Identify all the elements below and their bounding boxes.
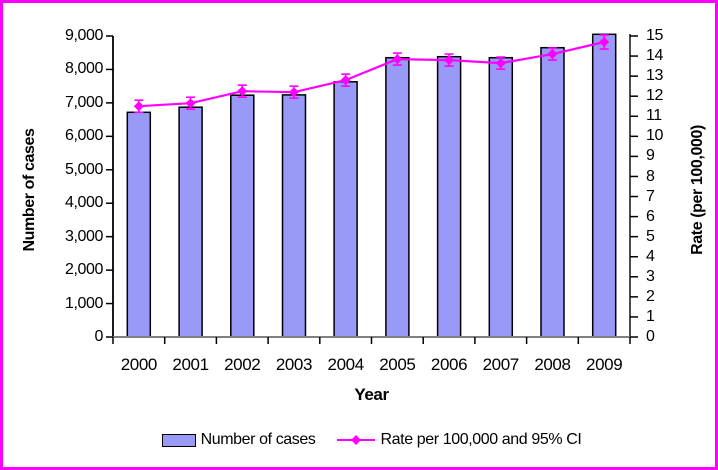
ytick-left-5000: 5,000 bbox=[64, 160, 103, 178]
rate-marker-2004 bbox=[340, 75, 351, 86]
left-axis-title: Number of cases bbox=[21, 128, 38, 252]
ytick-right-9: 9 bbox=[646, 147, 655, 165]
legend-label-cases: Number of cases bbox=[200, 431, 316, 448]
right-axis-title: Rate (per 100,000) bbox=[689, 125, 706, 255]
rate-marker-2003 bbox=[288, 87, 299, 98]
xtick-2003: 2003 bbox=[275, 355, 313, 374]
ytick-right-8: 8 bbox=[646, 167, 655, 185]
rate-marker-2008 bbox=[547, 49, 558, 60]
legend-item-rate: Rate per 100,000 and 95% CI bbox=[336, 431, 582, 449]
ytick-left-8000: 8,000 bbox=[64, 60, 103, 78]
ytick-left-7000: 7,000 bbox=[64, 93, 103, 111]
ytick-right-13: 13 bbox=[646, 67, 663, 85]
ytick-right-12: 12 bbox=[646, 87, 663, 105]
legend-item-number-of-cases: Number of cases bbox=[161, 431, 316, 449]
ytick-left-9000: 9,000 bbox=[64, 27, 103, 44]
ytick-left-6000: 6,000 bbox=[64, 127, 103, 145]
rate-marker-2006 bbox=[444, 55, 455, 66]
xtick-2007: 2007 bbox=[482, 355, 520, 374]
rate-marker-2001 bbox=[185, 98, 196, 109]
ytick-right-1: 1 bbox=[646, 307, 655, 325]
ytick-right-14: 14 bbox=[646, 47, 663, 65]
ytick-right-7: 7 bbox=[646, 187, 655, 205]
legend: Number of cases Rate per 100,000 and 95%… bbox=[113, 431, 630, 449]
rate-marker-2009 bbox=[599, 37, 610, 48]
ytick-right-2: 2 bbox=[646, 287, 655, 305]
rate-marker-2002 bbox=[237, 86, 248, 97]
xtick-2008: 2008 bbox=[534, 355, 571, 374]
rate-line bbox=[138, 40, 605, 108]
ytick-left-1000: 1,000 bbox=[64, 294, 103, 312]
x-axis-title: Year bbox=[354, 385, 389, 404]
plot-area bbox=[3, 3, 715, 467]
ytick-right-10: 10 bbox=[646, 127, 663, 145]
ytick-right-6: 6 bbox=[646, 207, 655, 225]
xtick-2000: 2000 bbox=[120, 355, 158, 374]
xtick-2009: 2009 bbox=[586, 355, 623, 374]
ytick-right-3: 3 bbox=[646, 267, 655, 285]
legend-label-rate: Rate per 100,000 and 95% CI bbox=[380, 431, 582, 448]
ytick-right-11: 11 bbox=[646, 107, 662, 125]
axis-tick-labels: 0 1,000 2,000 3,000 4,000 5,000 6,000 7,000 8,00… bbox=[3, 3, 715, 467]
rate-marker-2005 bbox=[392, 54, 403, 65]
xtick-2001: 2001 bbox=[172, 355, 209, 374]
bar-swatch-icon bbox=[161, 433, 196, 447]
ytick-left-0: 0 bbox=[94, 328, 104, 345]
xtick-2005: 2005 bbox=[379, 355, 416, 374]
ytick-right-4: 4 bbox=[646, 247, 655, 265]
ytick-right-0: 0 bbox=[646, 328, 655, 345]
ytick-right-15: 15 bbox=[646, 27, 663, 44]
rate-marker-2000 bbox=[133, 101, 144, 112]
ytick-left-3000: 3,000 bbox=[64, 227, 103, 245]
xtick-2004: 2004 bbox=[327, 355, 365, 374]
line-marker-icon bbox=[336, 433, 376, 447]
ytick-right-5: 5 bbox=[646, 227, 655, 245]
rate-marker-2007 bbox=[495, 58, 506, 69]
xtick-2006: 2006 bbox=[430, 355, 468, 374]
ytick-left-2000: 2,000 bbox=[64, 261, 103, 279]
xtick-2002: 2002 bbox=[224, 355, 261, 374]
ytick-left-4000: 4,000 bbox=[64, 194, 103, 212]
chart-canvas bbox=[106, 33, 638, 344]
